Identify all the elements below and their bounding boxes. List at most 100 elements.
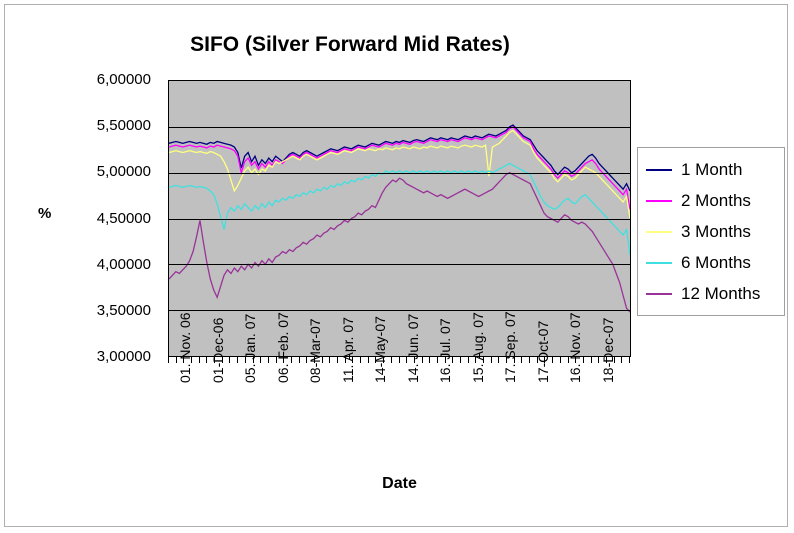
y-axis-tick-label: 4,50000 [96, 209, 151, 227]
x-tickmark [306, 357, 307, 363]
x-tickmark [229, 357, 230, 363]
x-tickmark [491, 357, 492, 363]
x-tickmark [345, 357, 346, 363]
x-tickmark [429, 357, 430, 363]
x-axis-tick-label: 15. Aug. 07 [469, 312, 486, 383]
x-axis-tick-label: 01-Dec-06 [209, 317, 226, 383]
gridline [169, 219, 630, 220]
x-axis-tick-label: 14-May-07 [372, 316, 389, 383]
legend-color-swatch [646, 261, 672, 264]
x-axis-tickmarks [168, 357, 631, 363]
x-tickmark [222, 357, 223, 363]
x-tickmark [253, 357, 254, 363]
x-tickmark [237, 357, 238, 363]
x-tickmark [514, 357, 515, 363]
x-tickmark [614, 357, 615, 363]
x-tickmark [460, 357, 461, 363]
x-tickmark [621, 357, 622, 363]
x-tickmark [575, 357, 576, 363]
gridline [169, 173, 630, 174]
y-axis-tick-label: 5,50000 [96, 117, 151, 135]
x-axis-tick-label: 06. Feb. 07 [274, 312, 291, 383]
x-tickmark [368, 357, 369, 363]
legend-label: 3 Months [681, 221, 751, 241]
x-tickmark [199, 357, 200, 363]
x-tickmark [468, 357, 469, 363]
series-line [169, 124, 630, 192]
x-tickmark [414, 357, 415, 363]
chart-title: SIFO (Silver Forward Mid Rates) [190, 33, 510, 56]
legend-item: 3 Months [638, 216, 784, 247]
legend-item: 2 Months [638, 185, 784, 216]
x-tickmark [245, 357, 246, 363]
legend-color-swatch [646, 230, 672, 233]
x-tickmark [506, 357, 507, 363]
x-axis-tick-label: 01. Nov. 06 [177, 312, 194, 383]
y-axis-tick-label: 4,00000 [96, 255, 151, 273]
x-tickmark [521, 357, 522, 363]
x-axis-tick-label: 05. Jan. 07 [242, 313, 259, 383]
x-tickmark [629, 357, 630, 363]
y-axis-tick-label: 5,00000 [96, 163, 151, 181]
x-tickmark [437, 357, 438, 363]
x-axis-tick-label: 14. Jun. 07 [404, 313, 421, 383]
legend-item: 12 Months [638, 278, 784, 309]
x-tickmark [445, 357, 446, 363]
x-tickmark [583, 357, 584, 363]
x-tickmark [606, 357, 607, 363]
x-tickmark [322, 357, 323, 363]
series-line [169, 126, 630, 210]
y-axis-tick-label: 3,50000 [96, 301, 151, 319]
x-tickmark [422, 357, 423, 363]
x-tickmark [544, 357, 545, 363]
x-tickmark [183, 357, 184, 363]
x-tickmark [375, 357, 376, 363]
x-tickmark [552, 357, 553, 363]
x-tickmark [598, 357, 599, 363]
x-tickmark [360, 357, 361, 363]
x-tickmark [529, 357, 530, 363]
x-tickmark [383, 357, 384, 363]
series-line [169, 129, 630, 219]
x-axis-label: Date [382, 475, 417, 492]
series-line [169, 162, 630, 256]
legend-label: 12 Months [681, 283, 761, 303]
x-axis-tick-label: 08-Mar-07 [307, 318, 324, 383]
x-tickmark [214, 357, 215, 363]
x-tickmark [168, 357, 169, 363]
x-tickmark [391, 357, 392, 363]
x-tickmark [337, 357, 338, 363]
x-axis-tick-label: 18-Dec-07 [599, 317, 616, 383]
x-tickmark [406, 357, 407, 363]
x-tickmark [483, 357, 484, 363]
legend-label: 6 Months [681, 252, 751, 272]
legend-color-swatch [646, 292, 672, 295]
x-axis-tick-label: 16. Nov. 07 [567, 312, 584, 383]
x-tickmark [475, 357, 476, 363]
x-axis-tick-label: 16. Jul. 07 [437, 318, 454, 383]
y-axis-label: % [38, 205, 52, 222]
chart-legend: 1 Month 2 Months 3 Months 6 Months 12 Months [637, 147, 785, 316]
gridline [169, 127, 630, 128]
gridline [169, 310, 630, 311]
x-tickmark [314, 357, 315, 363]
x-axis-tick-label: 11. Apr. 07 [339, 317, 356, 383]
x-tickmark [176, 357, 177, 363]
y-axis-tick-label: 3,00000 [96, 348, 151, 365]
series-line [169, 171, 630, 313]
image-frame: SIFO (Silver Forward Mid Rates) % 6,0000… [4, 4, 788, 527]
x-tickmark [276, 357, 277, 363]
legend-item: 1 Month [638, 154, 784, 185]
x-tickmark [591, 357, 592, 363]
x-tickmark [568, 357, 569, 363]
x-tickmark [283, 357, 284, 363]
legend-color-swatch [646, 168, 672, 171]
x-tickmark [498, 357, 499, 363]
x-tickmark [260, 357, 261, 363]
plot-area [168, 80, 631, 357]
x-tickmark [329, 357, 330, 363]
gridline [169, 264, 630, 265]
x-tickmark [291, 357, 292, 363]
x-tickmark [299, 357, 300, 363]
y-axis-tick-label: 6,00000 [96, 71, 151, 88]
